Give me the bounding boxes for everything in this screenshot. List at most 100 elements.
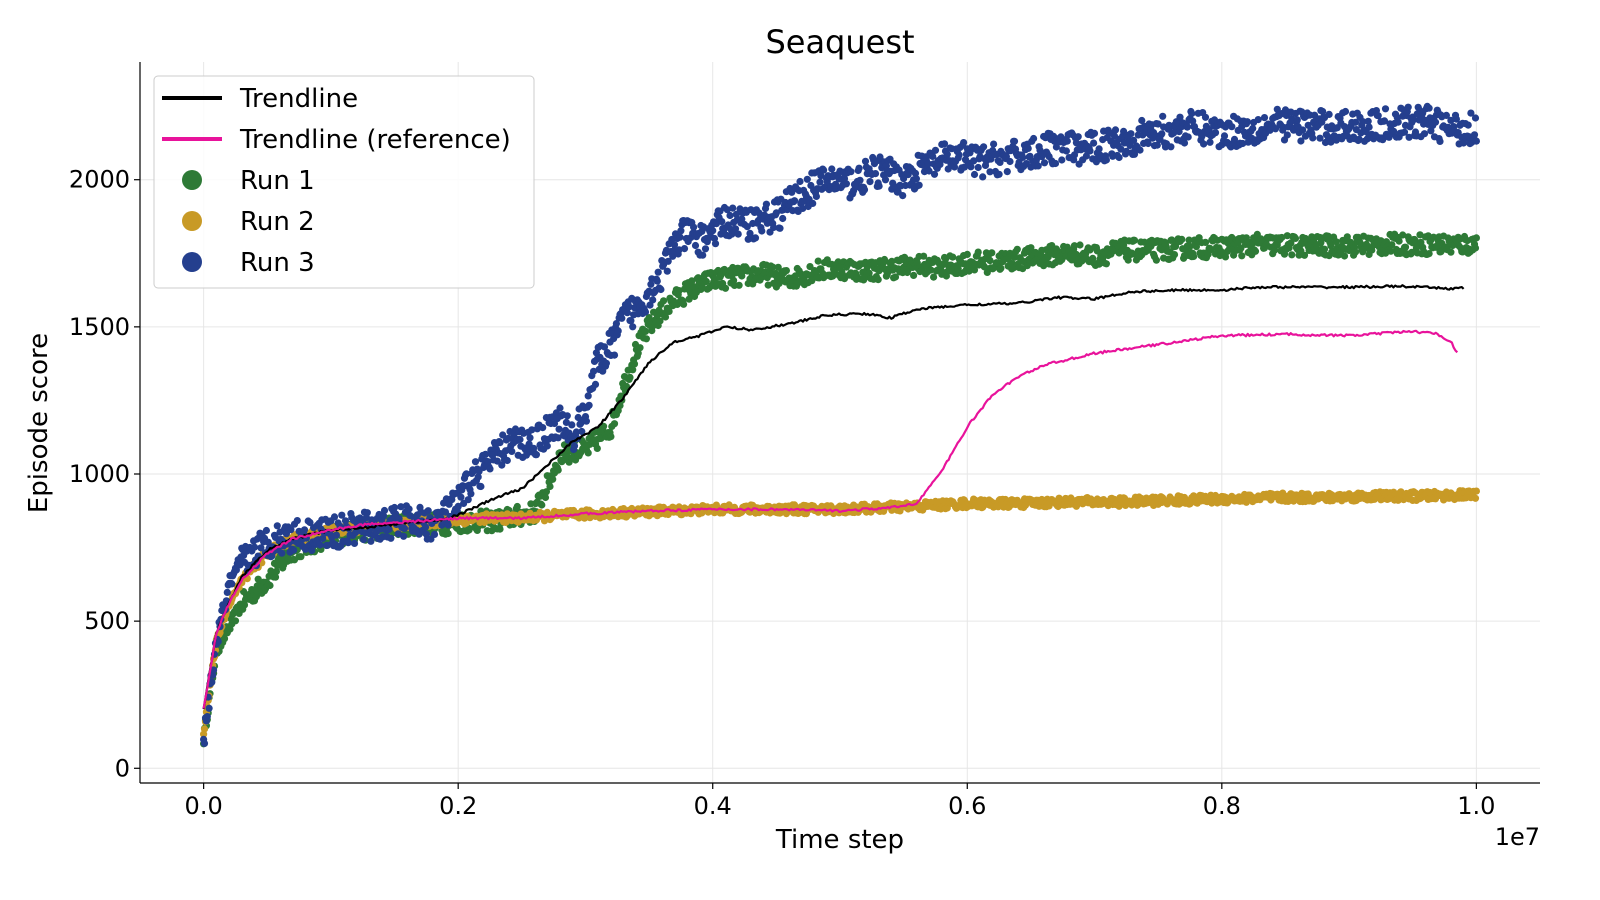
data-point <box>474 473 482 481</box>
data-point <box>1442 111 1450 119</box>
data-point <box>665 307 673 315</box>
data-point <box>1467 109 1475 117</box>
data-point <box>1405 133 1413 141</box>
data-point <box>1374 112 1382 120</box>
data-point <box>1365 123 1373 131</box>
legend-label: Trendline (reference) <box>239 125 511 155</box>
legend-label: Run 2 <box>240 207 315 237</box>
data-point <box>1207 246 1215 254</box>
data-point <box>1006 157 1014 166</box>
data-point <box>252 593 260 601</box>
data-point <box>1130 136 1138 144</box>
data-point <box>1030 134 1038 143</box>
data-point <box>1190 252 1198 261</box>
data-point <box>1186 242 1194 250</box>
data-point <box>421 523 430 531</box>
data-point <box>729 204 737 212</box>
data-point <box>980 143 988 151</box>
data-point <box>1321 138 1330 147</box>
data-point <box>1127 130 1135 138</box>
legend-dot-marker <box>182 252 202 272</box>
data-point <box>847 168 855 176</box>
data-point <box>503 456 511 465</box>
data-point <box>290 546 298 554</box>
data-point <box>627 317 635 325</box>
data-point <box>228 580 236 588</box>
data-point <box>1115 153 1123 162</box>
data-point <box>484 458 492 466</box>
data-point <box>663 267 671 275</box>
data-point <box>1309 134 1317 142</box>
data-point <box>940 140 949 148</box>
data-point <box>1102 260 1110 268</box>
data-point <box>1052 143 1060 151</box>
data-point <box>332 531 340 539</box>
data-point <box>1010 253 1019 261</box>
data-point <box>556 404 564 412</box>
data-point <box>542 488 551 496</box>
data-point <box>888 257 896 265</box>
data-point <box>1425 250 1433 258</box>
data-point <box>1180 139 1189 147</box>
data-point <box>755 209 763 217</box>
y-tick-label: 1000 <box>69 460 130 488</box>
data-point <box>273 522 281 530</box>
data-point <box>1167 143 1175 151</box>
data-point <box>913 259 921 267</box>
data-point <box>820 166 828 174</box>
data-point <box>1293 116 1301 124</box>
data-point <box>424 507 432 515</box>
data-point <box>1111 126 1120 134</box>
data-point <box>970 170 979 179</box>
data-point <box>626 373 634 381</box>
data-point <box>271 573 280 581</box>
data-point <box>641 327 650 335</box>
data-point <box>612 320 621 328</box>
data-point <box>1122 147 1130 155</box>
data-point <box>1327 138 1335 146</box>
data-point <box>1359 118 1367 126</box>
data-point <box>1300 251 1309 259</box>
data-point <box>929 152 937 160</box>
data-point <box>996 158 1004 166</box>
data-point <box>670 241 679 249</box>
data-point <box>1464 121 1472 129</box>
data-point <box>308 546 316 555</box>
data-point <box>986 168 994 176</box>
data-point <box>1380 117 1389 125</box>
data-point <box>702 277 711 286</box>
data-point <box>203 713 211 721</box>
data-point <box>1144 139 1152 148</box>
data-point <box>1447 116 1455 124</box>
legend-dot-marker <box>182 170 202 190</box>
data-point <box>1170 129 1178 137</box>
data-point <box>400 524 409 533</box>
data-point <box>1238 252 1246 260</box>
data-point <box>338 511 346 519</box>
data-point <box>1076 241 1084 249</box>
data-point <box>855 164 863 172</box>
series-run-1 <box>200 230 1480 748</box>
data-point <box>668 235 676 244</box>
data-point <box>751 234 760 242</box>
data-point <box>1154 120 1162 128</box>
data-point <box>642 335 651 343</box>
data-point <box>949 253 957 261</box>
data-point <box>699 251 707 259</box>
x-tick-label: 0.2 <box>439 792 477 820</box>
data-point <box>1394 118 1402 126</box>
data-point <box>1324 232 1332 240</box>
data-point <box>1400 128 1409 136</box>
data-point <box>444 529 452 538</box>
data-point <box>790 197 799 205</box>
data-point <box>508 447 516 455</box>
data-point <box>539 424 547 432</box>
data-point <box>287 526 295 534</box>
data-point <box>590 367 598 375</box>
data-point <box>1395 237 1403 245</box>
data-point <box>1251 247 1260 255</box>
data-point <box>300 526 309 534</box>
data-point <box>963 250 971 258</box>
data-point <box>1239 139 1247 148</box>
data-point <box>1327 242 1335 250</box>
